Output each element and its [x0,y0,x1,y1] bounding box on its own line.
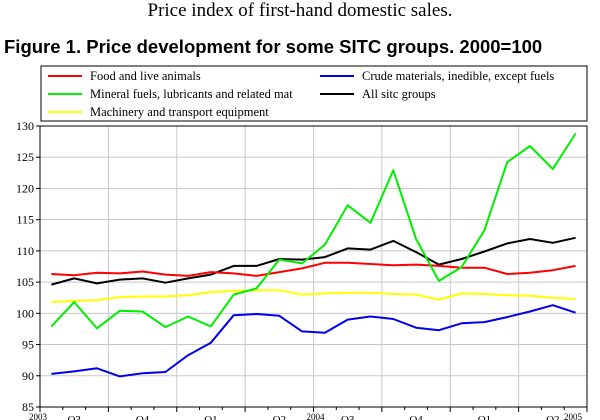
y-tick-label: 105 [16,275,34,289]
x-period-label: Q3 [67,414,81,420]
series-line-crude-materials-inedible-except-fuels [51,304,576,378]
y-tick-label: 130 [16,119,34,133]
page-caption: Price index of first-hand domestic sales… [147,0,453,21]
series-line-food-and-live-animals [51,261,576,277]
legend-label: Machinery and transport equipment [90,105,269,119]
y-tick-label: 110 [16,244,34,258]
legend-label: Crude materials, inedible, except fuels [362,69,554,83]
x-period-label: Q4 [136,414,150,420]
x-period-label: Q3 [341,414,355,420]
x-year-label: 2004 [307,412,326,420]
series-line-all-sitc-groups [51,236,576,286]
y-tick-label: 100 [16,306,34,320]
figure-title: Figure 1. Price development for some SIT… [4,36,543,57]
chart-axes: 85 90 95 100 105 110 115 120 125 130 Q3 Q4 Q1 Q2 Q3 Q4 Q… [16,119,588,420]
legend-label: Mineral fuels, lubricants and related ma… [90,87,293,101]
y-tick-label: 125 [16,150,34,164]
y-tick-label: 85 [22,400,34,414]
chart-legend: Food and live animals Mineral fuels, lubr… [40,65,588,122]
series-line-machinery-and-transport-equipment [51,289,576,304]
y-tick-label: 95 [22,338,34,352]
y-tick-label: 115 [16,213,34,227]
y-tick-label: 90 [22,369,34,383]
x-year-label: 2003 [29,412,48,420]
chart-series [50,132,577,378]
y-tick-label: 120 [16,181,34,195]
x-period-label: Q1 [204,414,217,420]
x-period-label: Q4 [409,414,423,420]
x-year-label: 2005 [564,412,583,420]
series-line-mineral-fuels-lubricants-and-related-mat [50,132,577,330]
x-period-label: Q2 [546,414,559,420]
legend-label: All sitc groups [362,87,436,101]
x-period-label: Q2 [273,414,286,420]
legend-label: Food and live animals [90,69,201,83]
legend-box [40,65,588,122]
x-period-label: Q1 [478,414,491,420]
